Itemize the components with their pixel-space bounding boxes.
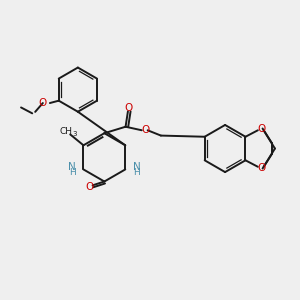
Text: O: O: [258, 163, 266, 173]
Text: O: O: [258, 124, 266, 134]
Text: O: O: [38, 98, 46, 108]
Text: N: N: [133, 162, 140, 172]
Text: 3: 3: [73, 131, 77, 137]
Text: O: O: [124, 103, 133, 113]
Text: CH: CH: [59, 127, 72, 136]
Text: H: H: [69, 169, 76, 178]
Text: O: O: [142, 125, 150, 135]
Text: N: N: [68, 162, 76, 172]
Text: H: H: [133, 169, 140, 178]
Text: O: O: [85, 182, 93, 192]
